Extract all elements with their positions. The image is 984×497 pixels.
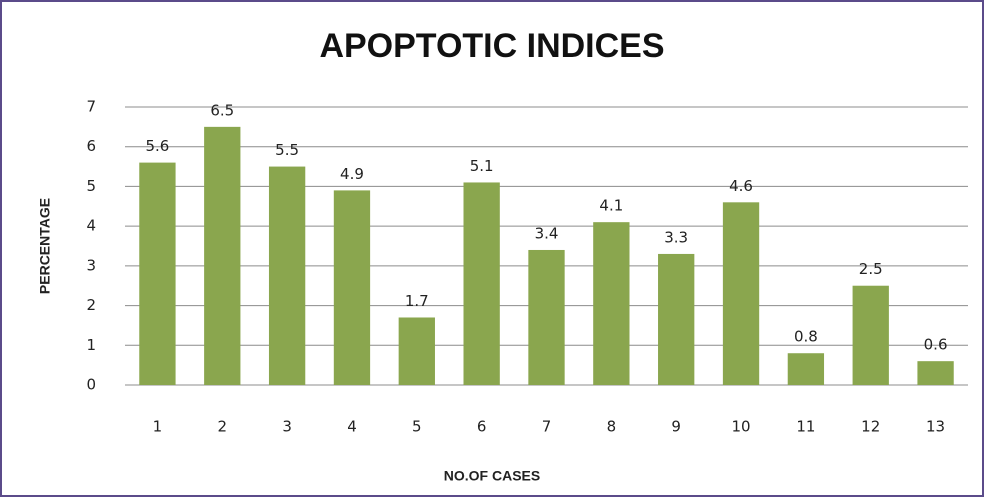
bar <box>463 182 500 385</box>
x-tick-label: 11 <box>796 418 815 436</box>
x-axis-title: NO.OF CASES <box>444 468 540 484</box>
x-tick-label: 4 <box>347 418 357 436</box>
data-label: 3.3 <box>664 228 688 246</box>
data-label: 0.8 <box>794 328 818 346</box>
x-tick-label: 13 <box>926 418 945 436</box>
x-tick-label: 1 <box>153 418 163 436</box>
x-tick-label: 9 <box>671 418 681 436</box>
bar <box>722 202 760 385</box>
bar <box>852 285 889 385</box>
x-tick-label: 12 <box>861 418 880 436</box>
x-tick-label: 6 <box>477 418 487 436</box>
y-tick-label: 7 <box>86 98 96 116</box>
data-label: 5.6 <box>145 137 169 155</box>
x-tick-label: 2 <box>217 418 227 436</box>
data-label: 5.1 <box>470 157 494 175</box>
y-tick-label: 1 <box>86 336 96 354</box>
x-tick-label: 3 <box>282 418 292 436</box>
x-tick-label: 8 <box>607 418 617 436</box>
chart-title: APOPTOTIC INDICES <box>319 27 664 65</box>
bar <box>398 317 435 385</box>
bar <box>139 162 176 385</box>
bar <box>204 126 241 385</box>
y-tick-label: 3 <box>86 256 96 274</box>
bar <box>333 190 371 385</box>
y-tick-label: 0 <box>86 376 96 394</box>
x-tick-label: 10 <box>731 418 750 436</box>
y-tick-label: 6 <box>86 137 96 155</box>
data-label: 0.6 <box>924 336 948 354</box>
data-label: 1.7 <box>405 292 429 310</box>
x-tick-label: 5 <box>412 418 422 436</box>
bar <box>268 166 306 385</box>
y-tick-label: 4 <box>86 217 96 235</box>
y-tick-label: 2 <box>86 296 96 314</box>
bar <box>528 249 565 385</box>
data-label: 3.4 <box>535 224 559 242</box>
bar <box>658 253 695 385</box>
y-axis-title: PERCENTAGE <box>37 198 53 294</box>
data-label: 6.5 <box>210 101 234 119</box>
bar <box>593 222 630 385</box>
x-tick-label: 7 <box>542 418 552 436</box>
data-label: 2.5 <box>859 260 883 278</box>
y-tick-label: 5 <box>86 177 96 195</box>
data-label: 4.6 <box>729 177 753 195</box>
data-label: 4.1 <box>599 197 623 215</box>
bar <box>917 361 954 385</box>
data-label: 5.5 <box>275 141 299 159</box>
bar <box>787 353 825 385</box>
data-label: 4.9 <box>340 165 364 183</box>
